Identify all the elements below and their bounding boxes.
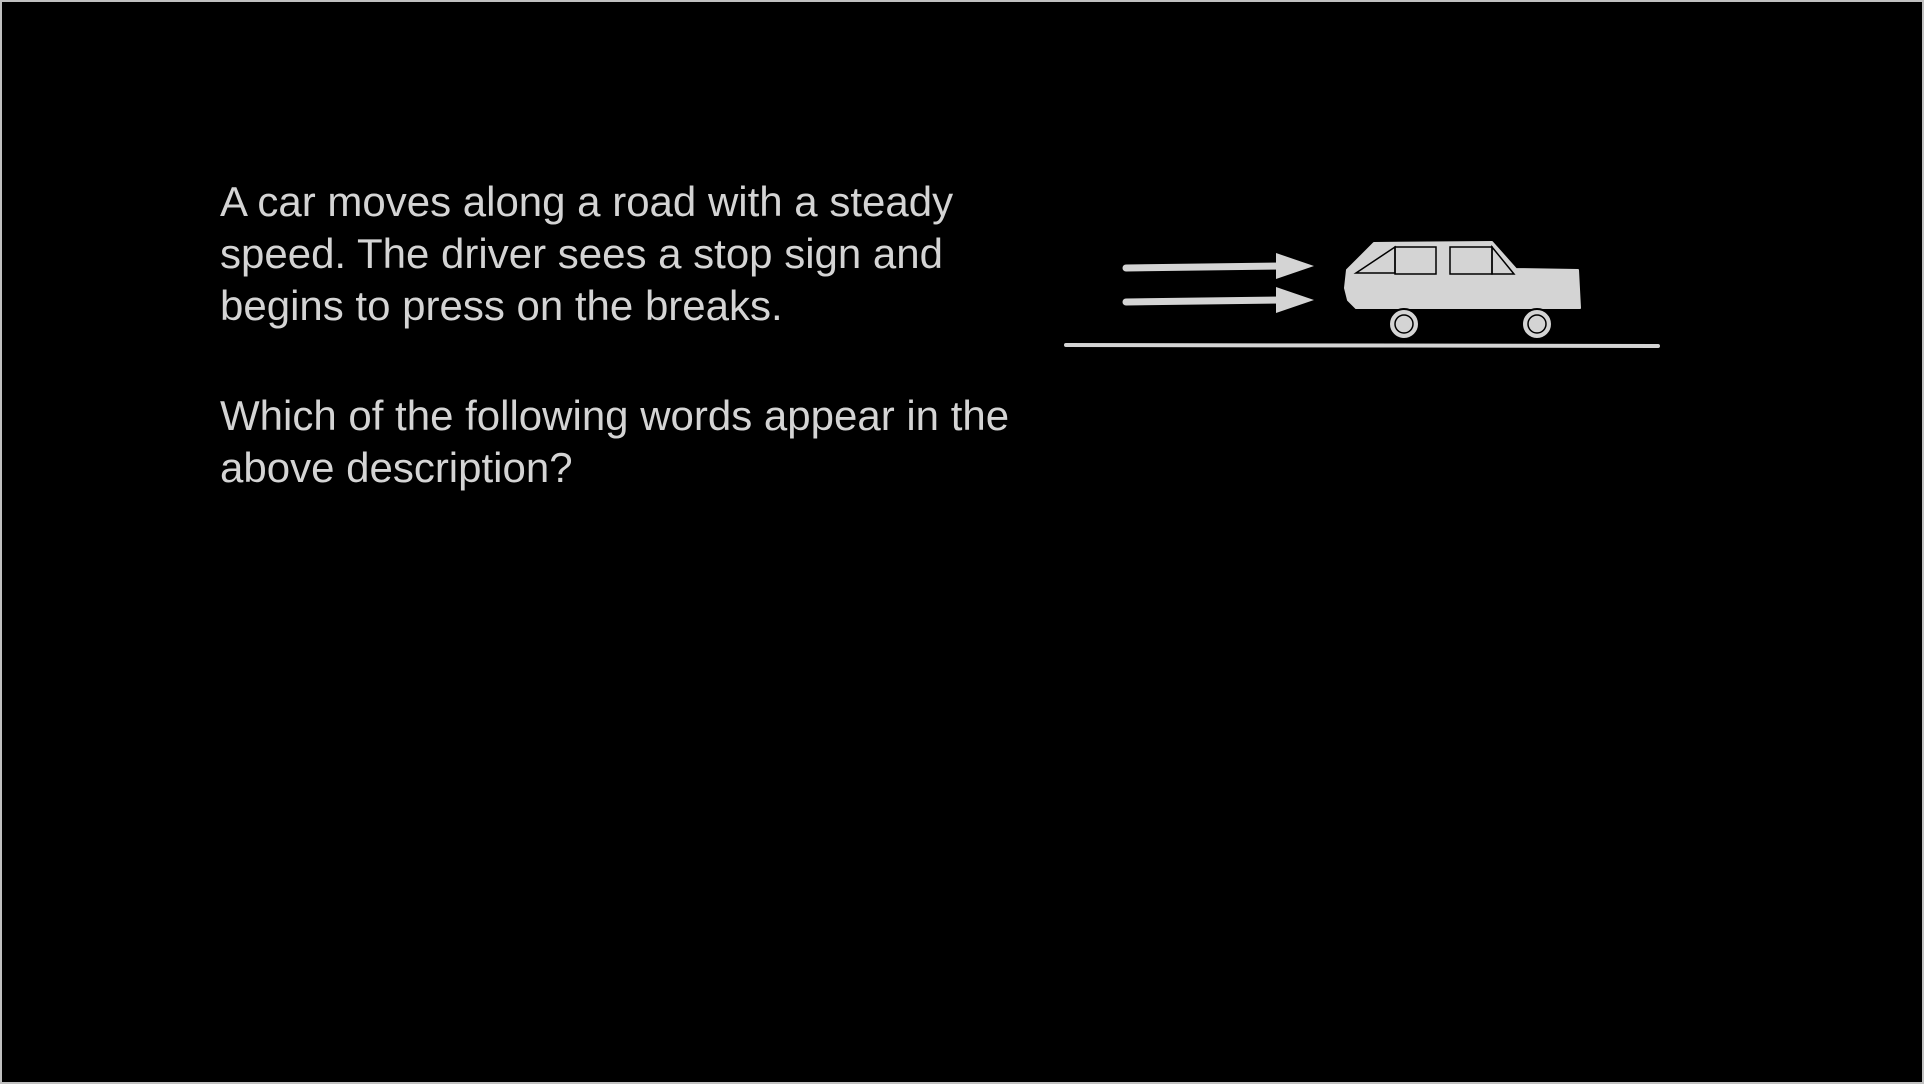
question-text: Which of the following words appear in t… bbox=[220, 392, 1010, 491]
road-line bbox=[1064, 343, 1660, 348]
car-icon bbox=[1344, 241, 1581, 340]
motion-arrows-icon bbox=[1122, 253, 1314, 313]
description-text: A car moves along a road with a steady s… bbox=[220, 178, 954, 329]
